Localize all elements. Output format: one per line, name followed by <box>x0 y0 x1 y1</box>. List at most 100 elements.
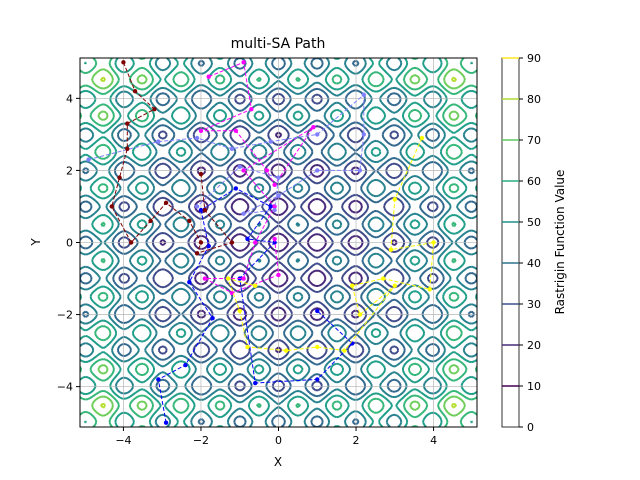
sa-path-3-point <box>380 276 386 281</box>
sa-path-5 <box>111 62 233 255</box>
contour-level-70 <box>91 68 466 417</box>
sa-path-1-point <box>253 380 258 386</box>
sa-path-2-point <box>202 276 208 281</box>
sa-path-4 <box>88 93 365 215</box>
colorbar-tick-label: 0 <box>527 421 534 434</box>
sa-path-5-point <box>198 240 204 245</box>
sa-path-4-point <box>268 139 273 144</box>
sa-path-2-point <box>249 106 254 112</box>
colorbar-frame <box>501 57 520 428</box>
sa-path-3-point <box>388 247 394 252</box>
sa-path-2-point <box>206 74 211 79</box>
colorbar-tick-label: 40 <box>527 257 541 270</box>
x-tick-label: 0 <box>275 434 282 447</box>
sa-path-2-point <box>264 168 270 173</box>
sa-path-3-point <box>392 197 398 202</box>
y-axis-ticks: −4 −2 0 2 4 <box>57 92 80 394</box>
sa-path-1-point <box>187 279 192 285</box>
sa-path-2-point <box>229 290 235 296</box>
sa-path-5-point <box>125 121 130 126</box>
sa-path-3-point <box>342 348 347 353</box>
sa-path-2-point <box>241 60 246 65</box>
y-tick-label: 0 <box>66 237 73 250</box>
x-axis-label: X <box>274 455 282 469</box>
sa-path-3-point <box>431 240 436 245</box>
contour-level-20 <box>117 92 440 393</box>
sa-path-1-point <box>156 377 161 382</box>
sa-path-1-point <box>198 207 204 213</box>
sa-path-4-point <box>276 175 281 180</box>
sa-path-1-point <box>245 236 250 242</box>
sa-path-4-point <box>361 92 366 97</box>
colorbar-tick-label: 10 <box>527 380 541 393</box>
sa-path-5-point <box>187 218 192 224</box>
sa-path-4-point <box>237 164 242 170</box>
colorbar-label: Rastrigin Function Value <box>553 170 567 315</box>
colorbar-tick-label: 90 <box>527 52 541 65</box>
sa-path-5-point <box>198 171 204 177</box>
x-tick-label: −4 <box>115 434 131 447</box>
sa-path-4-point <box>361 132 366 137</box>
sa-path-4-point <box>194 204 200 209</box>
sa-path-3 <box>227 137 435 352</box>
x-tick-label: −2 <box>193 434 209 447</box>
sa-path-2-point <box>241 168 246 173</box>
sa-path-4-point <box>315 168 320 173</box>
sa-path-5-point <box>229 240 235 245</box>
x-tick-label: 2 <box>353 434 360 447</box>
sa-path-2-point <box>272 204 277 209</box>
sa-path-3-point <box>349 283 355 288</box>
sa-path-2-point <box>241 276 246 281</box>
sa-path-5-point <box>148 218 153 224</box>
sa-path-5-point <box>163 200 169 206</box>
sa-path-1-point <box>210 315 215 321</box>
y-tick-label: 4 <box>66 92 73 105</box>
sa-path-4-point <box>156 139 161 144</box>
y-tick-label: −4 <box>57 381 73 394</box>
sa-path-2-point <box>272 236 277 242</box>
sa-path-4-point <box>194 135 200 141</box>
sa-path-3-point <box>392 283 398 288</box>
sa-path-2-point <box>198 128 204 133</box>
sa-path-2-point <box>233 128 239 133</box>
colorbar-tick-label: 30 <box>527 298 541 311</box>
sa-path-5-point <box>202 207 208 213</box>
colorbar-tick-label: 20 <box>527 339 541 352</box>
sa-path-2-point <box>276 272 281 278</box>
sa-path-3-point <box>315 344 320 350</box>
sa-path-1-point <box>206 243 211 249</box>
sa-path-1-point <box>315 308 320 314</box>
sa-path-2 <box>200 61 314 294</box>
sa-path-3-point <box>427 287 432 292</box>
sa-paths <box>86 60 436 425</box>
colorbar-tick-label: 50 <box>527 216 541 229</box>
colorbar: 0 10 20 30 40 50 60 70 80 90 <box>501 52 541 434</box>
sa-path-3-point <box>357 312 363 317</box>
contour-level-50 <box>80 58 477 427</box>
contour-level-10 <box>159 131 398 354</box>
sa-path-5-point <box>121 60 126 65</box>
sa-path-3-point <box>419 135 425 141</box>
sa-path-5-point <box>132 88 138 94</box>
sa-path-1-point <box>272 240 277 245</box>
sa-path-4-point <box>229 146 235 152</box>
sa-path-1-point <box>268 204 273 209</box>
y-tick-label: 2 <box>66 164 73 177</box>
sa-path-1-point <box>183 362 188 368</box>
grid-lines <box>80 58 477 427</box>
contour-level-80 <box>100 76 457 409</box>
sa-path-4-point <box>357 168 363 173</box>
chart-title: multi-SA Path <box>231 36 326 52</box>
sa-path-5-point <box>152 106 157 112</box>
sa-path-5-point <box>117 175 122 180</box>
sa-path-4-point <box>272 207 277 213</box>
x-axis-ticks: −4 −2 0 2 4 <box>115 427 437 447</box>
contour-field <box>80 58 477 427</box>
sa-path-2-point <box>272 182 277 188</box>
sa-path-2-point <box>253 240 258 245</box>
colorbar-tick-label: 70 <box>527 134 541 147</box>
x-tick-label: 4 <box>430 434 437 447</box>
sa-path-4-point <box>276 193 281 198</box>
sa-path-5-point <box>194 251 200 256</box>
